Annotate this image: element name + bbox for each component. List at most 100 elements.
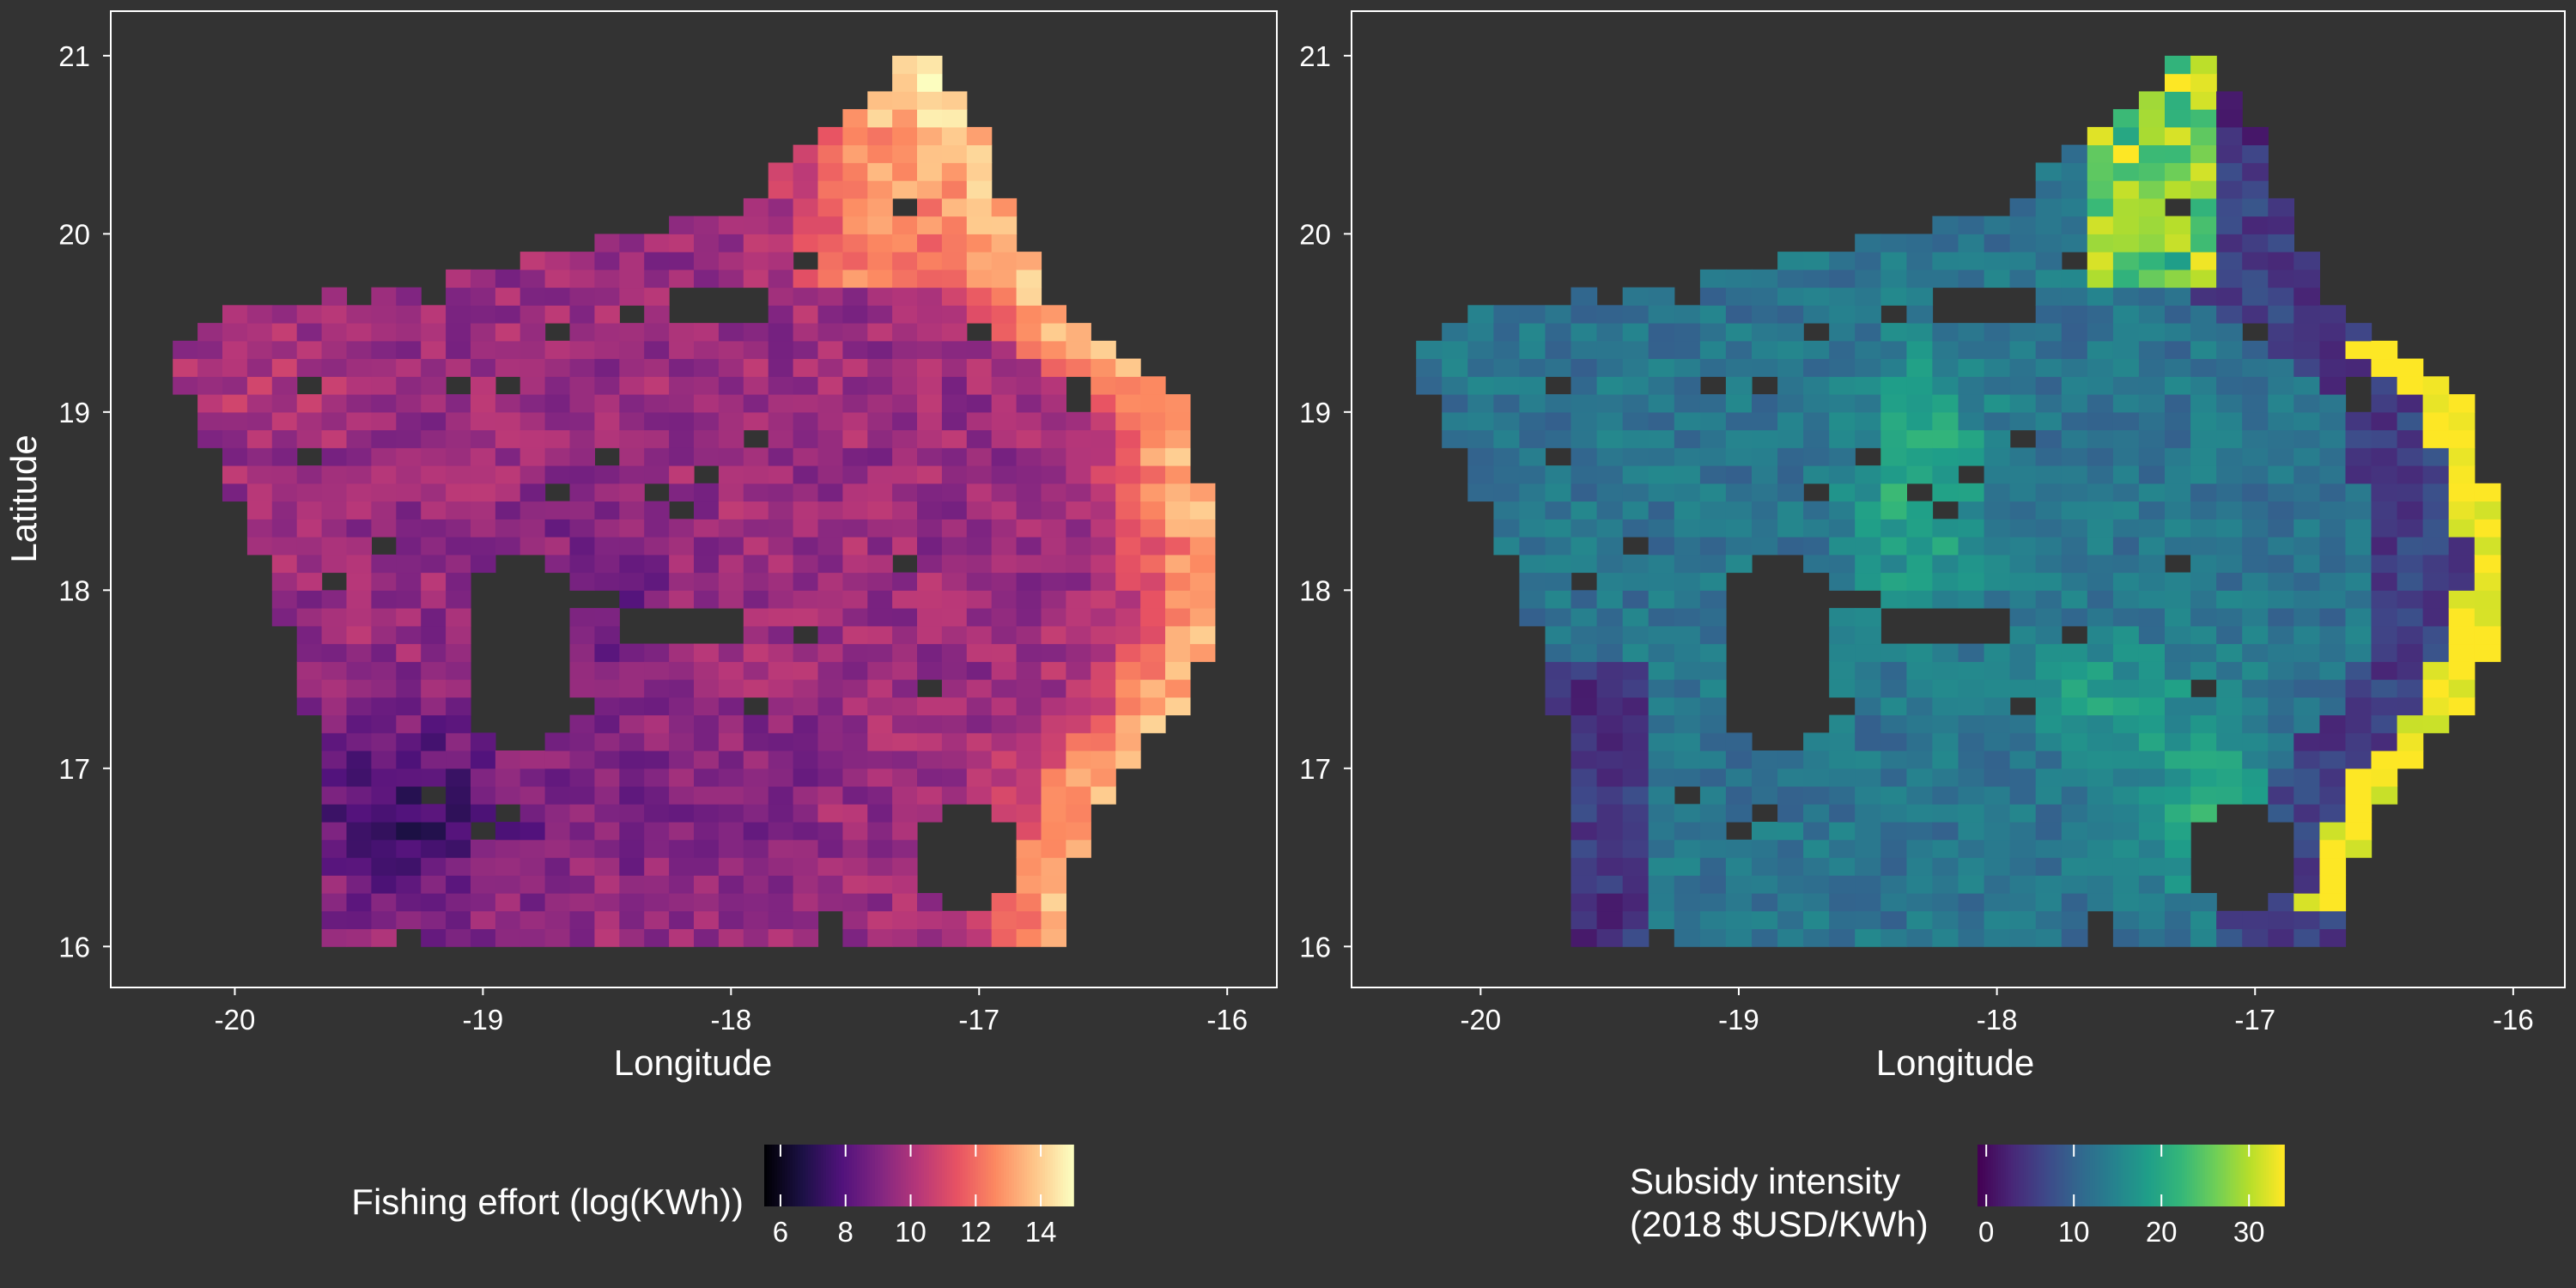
heatmap-cell <box>1855 411 1881 431</box>
heatmap-cell <box>1699 447 1727 466</box>
heatmap-cell <box>743 910 769 930</box>
heatmap-cell <box>966 625 993 645</box>
heatmap-cell <box>2190 804 2217 823</box>
heatmap-cell <box>793 411 819 431</box>
heatmap-cell <box>2422 696 2450 716</box>
heatmap-cell <box>1984 340 2011 360</box>
heatmap-cell <box>941 180 968 199</box>
heatmap-cell <box>892 857 918 876</box>
colorbar-segment <box>2062 1145 2065 1206</box>
heatmap-cell <box>371 696 397 716</box>
heatmap-cell <box>644 323 670 342</box>
heatmap-cell <box>1596 643 1624 662</box>
heatmap-cell <box>1115 661 1141 680</box>
heatmap-cell <box>1932 537 1959 556</box>
heatmap-cell <box>669 340 695 360</box>
heatmap-cell <box>396 323 422 342</box>
heatmap-cell <box>867 804 893 823</box>
heatmap-cell <box>2035 216 2063 234</box>
heatmap-cell <box>1115 643 1141 662</box>
heatmap-cell <box>1115 696 1141 716</box>
heatmap-cell <box>2242 572 2269 591</box>
heatmap-cell <box>2190 197 2217 217</box>
heatmap-cell <box>793 429 819 448</box>
heatmap-cell <box>2293 768 2320 787</box>
heatmap-cell <box>346 643 372 662</box>
heatmap-cell <box>817 590 843 609</box>
heatmap-cell <box>966 750 993 769</box>
heatmap-cell <box>2138 590 2166 609</box>
heatmap-cell <box>619 501 645 519</box>
heatmap-cell <box>569 661 595 680</box>
heatmap-cell <box>2448 625 2476 645</box>
heatmap-cell <box>892 714 918 733</box>
colorbar-segment <box>2220 1145 2224 1206</box>
heatmap-cell <box>2474 572 2501 591</box>
heatmap-cell <box>1725 358 1753 377</box>
heatmap-cell <box>569 768 595 787</box>
heatmap-cell <box>1829 679 1856 698</box>
heatmap-cell <box>743 893 769 912</box>
colorbar-segment <box>2046 1145 2050 1206</box>
heatmap-cell <box>1829 875 1856 894</box>
colorbar-segment <box>854 1145 858 1206</box>
heatmap-cell <box>346 822 372 841</box>
heatmap-cell <box>1855 608 1881 627</box>
heatmap-cell <box>1674 411 1701 431</box>
heatmap-cell <box>1016 893 1042 912</box>
heatmap-cell <box>2190 537 2217 556</box>
heatmap-cell <box>817 287 843 306</box>
heatmap-cell <box>1880 768 1907 787</box>
heatmap-cell <box>1066 732 1091 751</box>
heatmap-cell <box>2087 714 2114 733</box>
heatmap-cell <box>2165 786 2191 805</box>
heatmap-cell <box>2293 519 2320 538</box>
heatmap-cell <box>743 483 769 502</box>
heatmap-cell <box>817 394 843 413</box>
heatmap-cell <box>396 893 422 912</box>
heatmap-cell <box>817 696 843 716</box>
colorbar-segment <box>2075 1145 2078 1206</box>
heatmap-cell <box>1725 519 1753 538</box>
heatmap-cell <box>1648 857 1675 876</box>
heatmap-cell <box>1932 269 1959 289</box>
heatmap-cell <box>793 572 819 591</box>
heatmap-cell <box>694 732 720 751</box>
heatmap-cell <box>2165 519 2191 538</box>
heatmap-cell <box>892 572 918 591</box>
heatmap-cell <box>644 465 670 484</box>
heatmap-cell <box>817 216 843 234</box>
heatmap-cell <box>2319 572 2347 591</box>
heatmap-cell <box>2268 447 2294 466</box>
heatmap-cell <box>966 162 993 181</box>
colorbar-segment <box>2089 1145 2093 1206</box>
heatmap-cell <box>1115 394 1141 413</box>
heatmap-cell <box>2448 447 2476 466</box>
heatmap-cell <box>346 696 372 716</box>
heatmap-cell <box>966 643 993 662</box>
heatmap-cell <box>1777 358 1804 377</box>
heatmap-cell <box>1066 661 1091 680</box>
heatmap-cell <box>793 696 819 716</box>
heatmap-cell <box>1493 483 1521 502</box>
heatmap-cell <box>1932 696 1959 716</box>
heatmap-cell <box>1855 786 1881 805</box>
heatmap-cell <box>1855 928 1881 947</box>
colorbar-segment <box>2207 1145 2211 1206</box>
heatmap-cell <box>1066 429 1091 448</box>
heatmap-cell <box>743 465 769 484</box>
heatmap-cell <box>966 590 993 609</box>
heatmap-cell <box>768 180 794 199</box>
heatmap-cell <box>2216 144 2243 163</box>
colorbar-segment <box>932 1145 935 1206</box>
heatmap-cell <box>743 554 769 574</box>
heatmap-cell <box>421 554 447 574</box>
heatmap-cell <box>1855 323 1881 342</box>
heatmap-cell <box>1803 340 1830 360</box>
heatmap-cell <box>817 447 843 466</box>
heatmap-cell <box>544 875 571 894</box>
heatmap-cell <box>991 661 1018 680</box>
heatmap-cell <box>1041 501 1066 519</box>
heatmap-cell <box>1467 411 1494 431</box>
heatmap-cell <box>1880 910 1907 930</box>
